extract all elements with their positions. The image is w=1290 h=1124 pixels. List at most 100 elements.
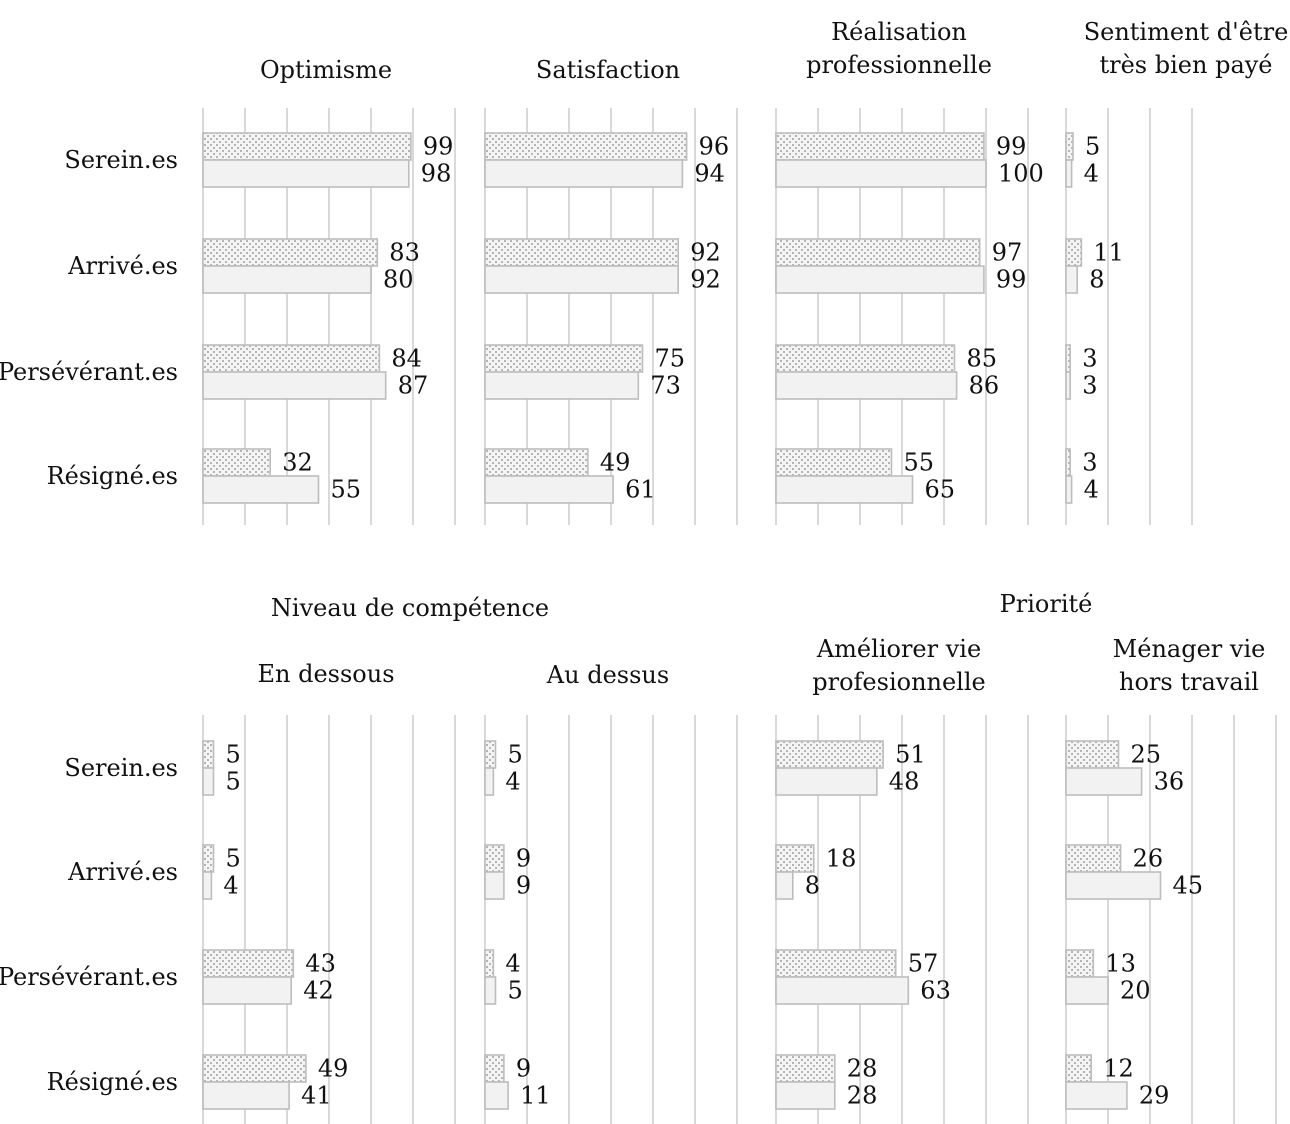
bar (484, 159, 684, 188)
bar (484, 344, 644, 373)
bar (775, 132, 985, 161)
bar (202, 740, 215, 769)
category-label: Arrivé.es (67, 858, 178, 886)
value-label: 25 (1131, 741, 1162, 769)
category-label: Serein.es (64, 146, 178, 174)
bar (202, 1081, 290, 1110)
group-title: Priorité (1000, 590, 1093, 618)
value-label: 55 (331, 476, 362, 504)
bar (1065, 844, 1122, 873)
text-layer: Niveau de compétence Priorité Serein.es Arr… (0, 18, 1288, 1110)
value-label: 87 (398, 372, 429, 400)
bar (1065, 949, 1095, 978)
panel-title: Optimisme (260, 56, 392, 84)
value-label: 29 (1139, 1082, 1170, 1110)
bar (775, 844, 815, 873)
bar (484, 1081, 509, 1110)
bar (775, 265, 985, 294)
bar (1065, 159, 1073, 188)
value-label: 5 (1085, 133, 1100, 161)
value-label: 4 (1084, 476, 1099, 504)
bar (1065, 1081, 1128, 1110)
bar (775, 344, 956, 373)
bar (1065, 740, 1120, 769)
bar (202, 238, 379, 267)
value-label: 5 (226, 741, 241, 769)
panel-title: professionnelle (806, 51, 992, 79)
bar (202, 475, 320, 504)
bar (202, 844, 215, 873)
bars-layer (202, 132, 1162, 1110)
value-label: 42 (303, 977, 334, 1005)
value-label: 9 (516, 1055, 531, 1083)
value-label: 73 (650, 372, 681, 400)
value-label: 96 (699, 133, 730, 161)
bar (775, 448, 893, 477)
value-label: 49 (600, 449, 631, 477)
value-label: 9 (516, 872, 531, 900)
bar (775, 1081, 836, 1110)
value-label: 97 (992, 239, 1023, 267)
bar (484, 448, 589, 477)
value-label: 5 (226, 768, 241, 796)
bar (1065, 475, 1073, 504)
value-label: 36 (1154, 768, 1185, 796)
value-label: 11 (520, 1082, 551, 1110)
value-label: 75 (655, 345, 686, 373)
bar (484, 265, 679, 294)
group-title: Niveau de compétence (271, 594, 549, 622)
bar (484, 767, 495, 796)
bar (484, 976, 497, 1005)
value-label: 20 (1120, 977, 1151, 1005)
value-label: 4 (1084, 160, 1099, 188)
value-label: 9 (516, 845, 531, 873)
bar (1065, 767, 1143, 796)
panel-title: Sentiment d'être (1084, 18, 1289, 46)
category-label: Résigné.es (47, 462, 178, 490)
category-label: Persévérant.es (0, 358, 178, 386)
value-label: 84 (391, 345, 422, 373)
bar (202, 265, 372, 294)
bar (202, 871, 213, 900)
value-label: 4 (505, 950, 520, 978)
bar (202, 371, 387, 400)
bar (484, 1054, 505, 1083)
value-label: 49 (318, 1055, 349, 1083)
value-label: 99 (996, 133, 1027, 161)
panel-title: profesionnelle (812, 668, 985, 696)
value-label: 92 (690, 266, 721, 294)
bar (1065, 976, 1109, 1005)
bar (775, 159, 987, 188)
value-label: 48 (889, 768, 920, 796)
value-label: 5 (226, 845, 241, 873)
bar (202, 159, 410, 188)
value-label: 5 (508, 741, 523, 769)
bar (202, 767, 215, 796)
value-label: 51 (895, 741, 926, 769)
bar (1065, 238, 1083, 267)
panel-title: Améliorer vie (816, 635, 981, 663)
value-label: 18 (826, 845, 857, 873)
bar (202, 448, 271, 477)
bar (1065, 344, 1071, 373)
value-label: 12 (1103, 1055, 1134, 1083)
bar (775, 371, 958, 400)
value-label: 80 (383, 266, 414, 294)
bar (775, 949, 897, 978)
value-label: 8 (1089, 266, 1104, 294)
value-label: 4 (223, 872, 238, 900)
bar (484, 132, 688, 161)
bar (202, 1054, 307, 1083)
value-label: 63 (920, 977, 951, 1005)
bar (775, 871, 794, 900)
value-label: 92 (690, 239, 721, 267)
bar (202, 344, 381, 373)
bar (484, 371, 640, 400)
value-label: 11 (1093, 239, 1124, 267)
bar (484, 871, 505, 900)
value-label: 98 (421, 160, 452, 188)
category-label: Persévérant.es (0, 963, 178, 991)
value-label: 5 (508, 977, 523, 1005)
value-label: 28 (847, 1082, 878, 1110)
